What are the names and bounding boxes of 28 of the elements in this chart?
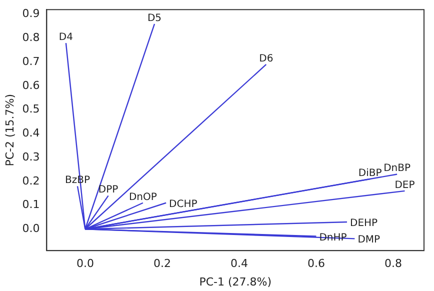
y-tick-label: 0.9 [22, 7, 40, 20]
y-tick-label: 0.4 [22, 126, 40, 140]
series-label: D4 [58, 32, 73, 44]
y-tick-label: 0.5 [22, 102, 40, 116]
series-label: DCHP [169, 198, 198, 210]
series-label: DnOP [128, 192, 157, 203]
y-tick-label: 0.2 [22, 174, 40, 188]
y-axis-title: PC-2 (15.7%) [3, 94, 16, 166]
series-label: DEP [394, 180, 415, 191]
series-label: DPP [98, 184, 118, 196]
y-tick-label: 0.7 [22, 54, 40, 68]
series-label: DnBP [384, 163, 411, 174]
series-label: DMP [358, 234, 380, 246]
x-tick-label: 0.8 [384, 257, 402, 270]
series-label: DiBP [358, 168, 382, 180]
y-tick-label: 0.0 [22, 222, 40, 235]
x-tick-label: 0.2 [153, 257, 171, 270]
x-tick-label: 0.6 [307, 257, 325, 270]
x-tick-label: 0.4 [230, 257, 248, 270]
y-tick-label: 0.8 [22, 31, 40, 44]
x-tick-label: 0.0 [76, 257, 94, 270]
series-label: D5 [147, 12, 162, 24]
x-axis-title: PC-1 (27.8%) [199, 275, 272, 288]
y-tick-label: 0.1 [22, 198, 40, 212]
y-tick-label: 0.3 [22, 150, 40, 164]
series-label: DEHP [350, 218, 378, 229]
series-label: D6 [259, 53, 274, 64]
y-tick-label: 0.6 [22, 78, 40, 92]
